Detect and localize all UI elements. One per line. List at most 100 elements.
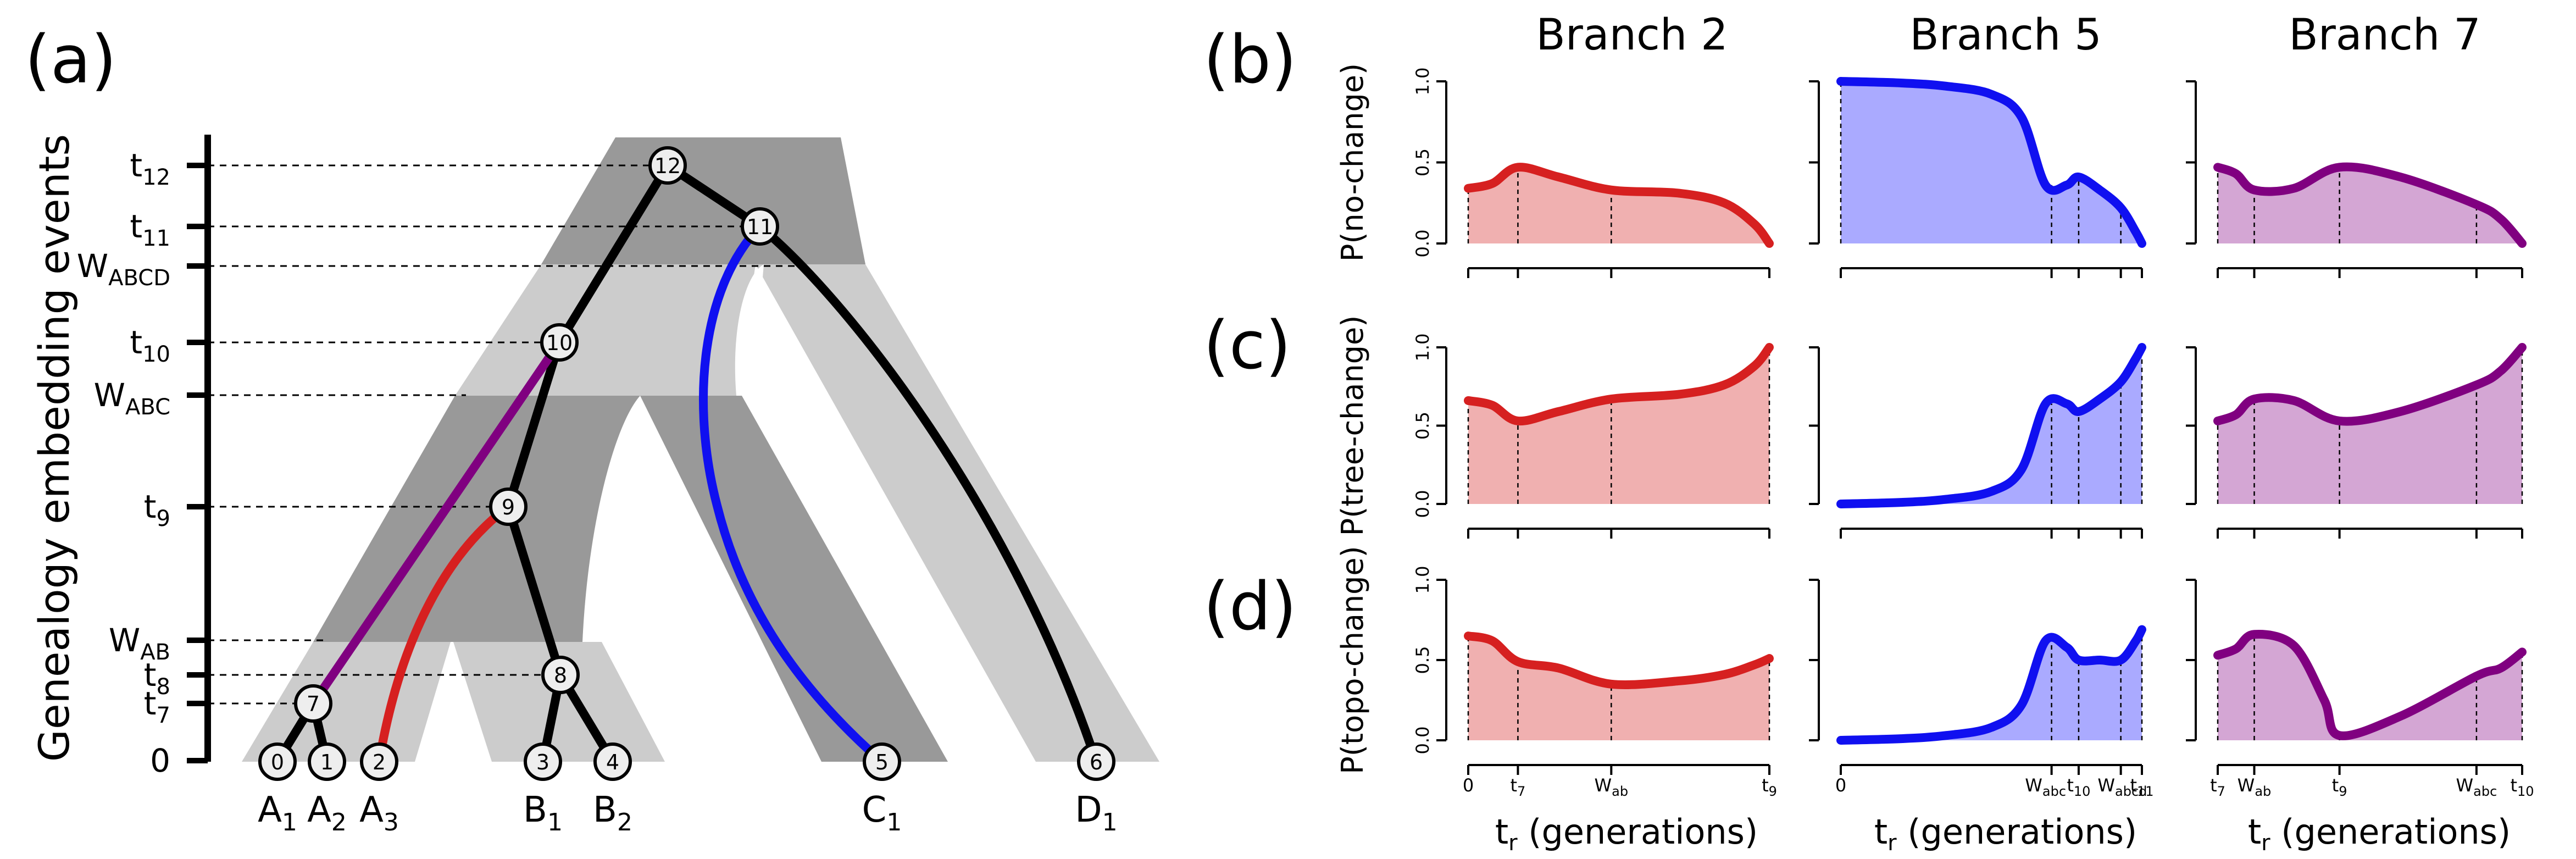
x-tick-label: Wab: [1595, 775, 1629, 799]
node-label: 5: [875, 750, 889, 774]
column-titles: Branch 2 Branch 5 Branch 7: [1536, 10, 2481, 60]
genealogy-node: 8: [541, 656, 580, 694]
node-label: 9: [502, 495, 515, 519]
node-circle: [540, 323, 579, 362]
column-title-branch-7: Branch 7: [2289, 10, 2481, 60]
tube-root: [541, 137, 865, 264]
event-label: t7: [144, 685, 170, 728]
x-axis-label-branch-7: tr (generations): [2248, 812, 2511, 856]
x-tick-label: Wabc: [2025, 775, 2066, 799]
plot-2-branch2: 0.0 0.5 1.0 P(topo-change) 0 t7 Wab t9: [1335, 546, 1777, 799]
probability-curve: [2213, 162, 2527, 248]
probability-curve: [1464, 631, 1774, 689]
branch-9-8: [504, 502, 565, 679]
leaf-label: B2: [593, 790, 632, 836]
event-label: WAB: [109, 622, 170, 665]
node-label: 2: [373, 750, 386, 774]
node-circle: [741, 207, 779, 246]
gap-ab-c: [582, 396, 646, 642]
probability-curve: [1464, 343, 1774, 426]
leaf-label: B1: [523, 790, 563, 836]
tube-abc: [455, 264, 756, 396]
y-tick-label: 0.5: [1412, 412, 1433, 440]
node-label: 1: [320, 750, 334, 774]
leaf-label: D1: [1075, 790, 1117, 836]
leaf-label: A2: [307, 790, 347, 836]
panel-label-b: (b): [1203, 22, 1297, 98]
x-tick-label: Wabc: [2456, 775, 2497, 799]
probability-area: [1841, 347, 2142, 504]
x-tick-label: t11: [2130, 775, 2153, 799]
leaf-label: A1: [258, 790, 297, 836]
node-label: 10: [546, 331, 573, 355]
plot-2-branch7: t7 Wab t9 Wabc t10: [2186, 579, 2534, 799]
leaf-labels: A1 A2 A3 B1 B2 C1 D1: [258, 790, 1118, 836]
panel-label-c: (c): [1203, 308, 1291, 384]
genealogy-node: 1: [308, 742, 346, 781]
probability-curve: [1836, 343, 2146, 508]
x-axis-labels: tr (generations) tr (generations) tr (ge…: [1495, 812, 2511, 856]
x-tick-label: t7: [2210, 775, 2225, 799]
genealogy-node: 3: [524, 742, 562, 781]
node-circle: [1077, 742, 1115, 781]
node-label: 12: [654, 154, 681, 178]
panel-label-a: (a): [25, 22, 116, 98]
event-label: t9: [144, 488, 170, 531]
tube-d: [756, 264, 1159, 762]
node-label: 6: [1090, 750, 1103, 774]
x-tick-label: t10: [2510, 775, 2534, 799]
probability-curve: [2213, 630, 2527, 740]
probability-plots: 0.0 0.5 1.0 P(no-change) 0.0 0.5 1.0 P(tree-cha…: [1335, 63, 2534, 799]
plot-1-branch5: [1809, 343, 2146, 539]
event-label: t10: [130, 324, 170, 367]
branch-d: [756, 222, 1101, 766]
probability-curve: [1836, 77, 2146, 248]
x-tick-label: t9: [1762, 775, 1777, 799]
plot-1-branch7: [2186, 343, 2527, 539]
node-circle: [524, 742, 562, 781]
node-label: 11: [747, 215, 773, 239]
node-circle: [541, 656, 580, 694]
node-label: 4: [606, 750, 619, 774]
branch-12-10: [555, 161, 672, 347]
event-label: WABCD: [77, 247, 170, 291]
row-label: P(topo-change): [1335, 546, 1370, 774]
genealogy-node: 11: [741, 207, 779, 246]
node-label: 0: [271, 750, 284, 774]
probability-area: [1841, 81, 2142, 243]
plot-0-branch2: 0.0 0.5 1.0 P(no-change): [1335, 63, 1774, 278]
probability-curve: [1464, 163, 1774, 248]
x-axis-label-branch-5: tr (generations): [1874, 812, 2137, 856]
probability-area: [1468, 347, 1769, 504]
event-label: WABC: [94, 376, 170, 420]
x-tick-label: 0: [1463, 775, 1474, 796]
event-label: t12: [130, 147, 170, 190]
y-tick-label: 1.0: [1412, 566, 1433, 594]
y-tick-label: 0.0: [1412, 727, 1433, 755]
genealogy-node: 2: [360, 742, 398, 781]
y-tick-label: 0.0: [1412, 230, 1433, 258]
node-circle: [489, 487, 528, 526]
gap-abc-d: [735, 264, 764, 396]
genealogy-node: 9: [489, 487, 528, 526]
event-label: 0: [150, 742, 170, 779]
leaf-label: A3: [359, 790, 399, 836]
row-label: P(tree-change): [1335, 315, 1370, 536]
branch-10-9: [504, 338, 564, 511]
plot-1-branch2: 0.0 0.5 1.0 P(tree-change): [1335, 315, 1774, 539]
species-tree: [242, 137, 1159, 762]
genealogy-node: 5: [863, 742, 901, 781]
probability-area: [2218, 634, 2522, 740]
y-tick-label: 1.0: [1412, 334, 1433, 362]
genealogy: [273, 161, 1101, 766]
node-circle: [593, 742, 632, 781]
probability-curve: [1836, 625, 2146, 745]
event-axis-label: Genealogy embedding events: [30, 134, 79, 762]
x-axis-label-branch-2: tr (generations): [1495, 812, 1758, 856]
node-label: 7: [307, 692, 320, 716]
leaf-label: C1: [862, 790, 902, 836]
x-tick-label: t7: [1511, 775, 1526, 799]
probability-area: [1841, 629, 2142, 740]
